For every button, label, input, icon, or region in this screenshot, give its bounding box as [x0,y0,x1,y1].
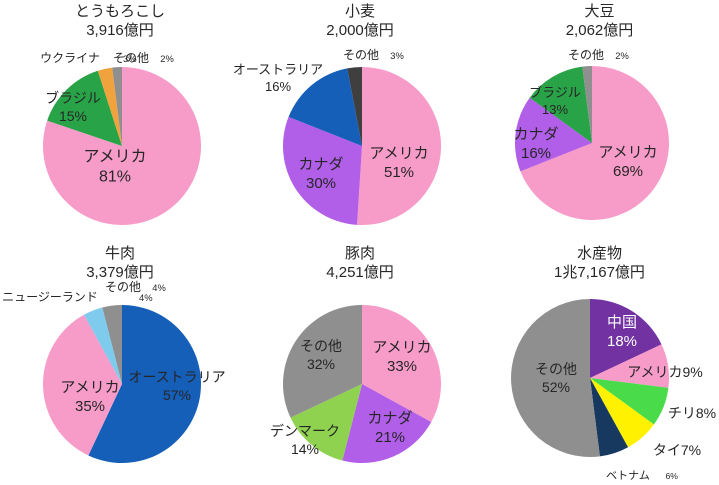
slice-usa [42,314,122,456]
chart-name: 豚肉 [344,245,375,262]
label-others: その他 52% [535,361,577,395]
pie-corn: アメリカ 81% ブラジル 15% ウクライナ 3%その他 2% [40,51,202,226]
chart-amount: 2,000億円 [326,22,394,39]
label-australia: オーストラリア 57% [128,369,225,403]
chart-cell-pork: 豚肉 4,251億円 アメリカ 33% カナダ 21% デンマーク 14% その他 32% [240,242,480,485]
label-usa: アメリカ 51% [369,145,428,181]
label-new-zealand: ニュージーランド 4% [2,290,152,304]
label-denmark: デンマーク 14% [270,423,340,457]
slice-usa [590,344,670,388]
chart-name: 牛肉 [104,245,135,262]
label-others: その他 2% [113,51,174,65]
slice-others [511,299,600,457]
slice-ukraine [97,67,122,146]
slice-usa [357,66,442,225]
chart-amount: 4,251億円 [326,264,394,281]
slice-chile [590,378,669,425]
label-others: その他 3% [343,48,404,62]
chart-name: 水産物 [576,245,622,262]
slice-usa [362,305,442,423]
label-ukraine: ウクライナ 3% [40,51,136,65]
slice-new-zealand [83,307,122,384]
slice-others [347,67,362,146]
slice-brazil [47,70,122,146]
slice-australia [288,68,362,146]
label-usa: アメリカ 33% [372,339,431,375]
pie-wheat: アメリカ 51% カナダ 30% オーストラリア 16% その他 3% [233,48,442,225]
chart-amount: 3,916億円 [86,22,154,39]
chart-title: 水産物 1兆7,167億円 [480,244,719,282]
slice-thailand [590,378,654,448]
chart-title: 小麦 2,000億円 [240,2,480,40]
label-australia: オーストラリア 16% [233,62,323,94]
slice-vietnam [590,378,629,457]
label-china: 中国 18% [607,314,637,350]
chart-title: 牛肉 3,379億円 [0,244,240,282]
pie-soybean: アメリカ 69% カナダ 16% ブラジル 13% その他 2% [513,48,670,221]
chart-amount: 3,379億円 [86,264,154,281]
label-others: その他 4% [105,280,166,294]
chart-title: とうもろこし 3,916億円 [0,2,240,40]
chart-cell-wheat: 小麦 2,000億円 アメリカ 51% カナダ 30% オーストラリア 16% その他 3% [233,0,480,242]
label-canada: カナダ 21% [367,410,412,446]
chart-title: 豚肉 4,251億円 [240,244,480,282]
chart-cell-beef: 牛肉 3,379億円 オーストラリア 57% アメリカ 35% ニュージーランド 4% その… [0,242,240,485]
label-others: その他 32% [300,338,342,372]
slice-brazil [529,66,592,143]
slice-denmark [290,384,362,461]
slice-usa [520,66,670,221]
chart-amount: 2,062億円 [565,22,634,39]
slice-china [590,299,662,378]
label-canada: カナダ 16% [513,126,558,162]
chart-title: 大豆 2,062億円 [480,2,719,40]
slice-canada [283,116,362,225]
slice-canada [515,97,592,172]
slice-others [582,66,592,143]
chart-name: 大豆 [584,3,615,20]
label-usa: アメリカ9% [627,364,703,380]
label-usa: アメリカ 35% [60,379,119,415]
chart-cell-seafood: 水産物 1兆7,167億円 中国 18% アメリカ9% チリ8% タイ7% ベトナム 6% そ… [480,242,719,485]
label-usa: アメリカ 69% [598,144,657,180]
chart-name: 小麦 [344,3,375,20]
slice-canada [342,384,432,464]
pie-pork: アメリカ 33% カナダ 21% デンマーク 14% その他 32% [270,305,442,464]
label-thailand: タイ7% [653,442,701,458]
label-chile: チリ8% [668,405,716,421]
chart-name: とうもろこし [74,3,165,20]
label-vietnam: ベトナム 6% [606,469,678,482]
label-canada: カナダ 30% [298,156,343,192]
slice-usa [43,67,202,226]
pie-seafood: 中国 18% アメリカ9% チリ8% タイ7% ベトナム 6% その他 52% [511,299,716,482]
label-others: その他 2% [568,48,629,62]
label-brazil: ブラジル 13% [529,85,581,117]
slice-others [282,305,362,418]
slice-australia [88,305,201,463]
chart-cell-corn: とうもろこし 3,916億円 アメリカ 81% ブラジル 15% ウクライナ 3% その他 2… [0,0,240,242]
slice-others [102,305,122,384]
slice-others [112,67,122,146]
chart-amount: 1兆7,167億円 [554,264,645,281]
chart-cell-soybean: 大豆 2,062億円 アメリカ 69% カナダ 16% ブラジル 13% その他 2% [480,0,719,242]
label-usa: アメリカ 81% [83,149,146,186]
pie-beef: オーストラリア 57% アメリカ 35% ニュージーランド 4%その他 4% [2,280,226,463]
label-brazil: ブラジル 15% [45,90,101,124]
